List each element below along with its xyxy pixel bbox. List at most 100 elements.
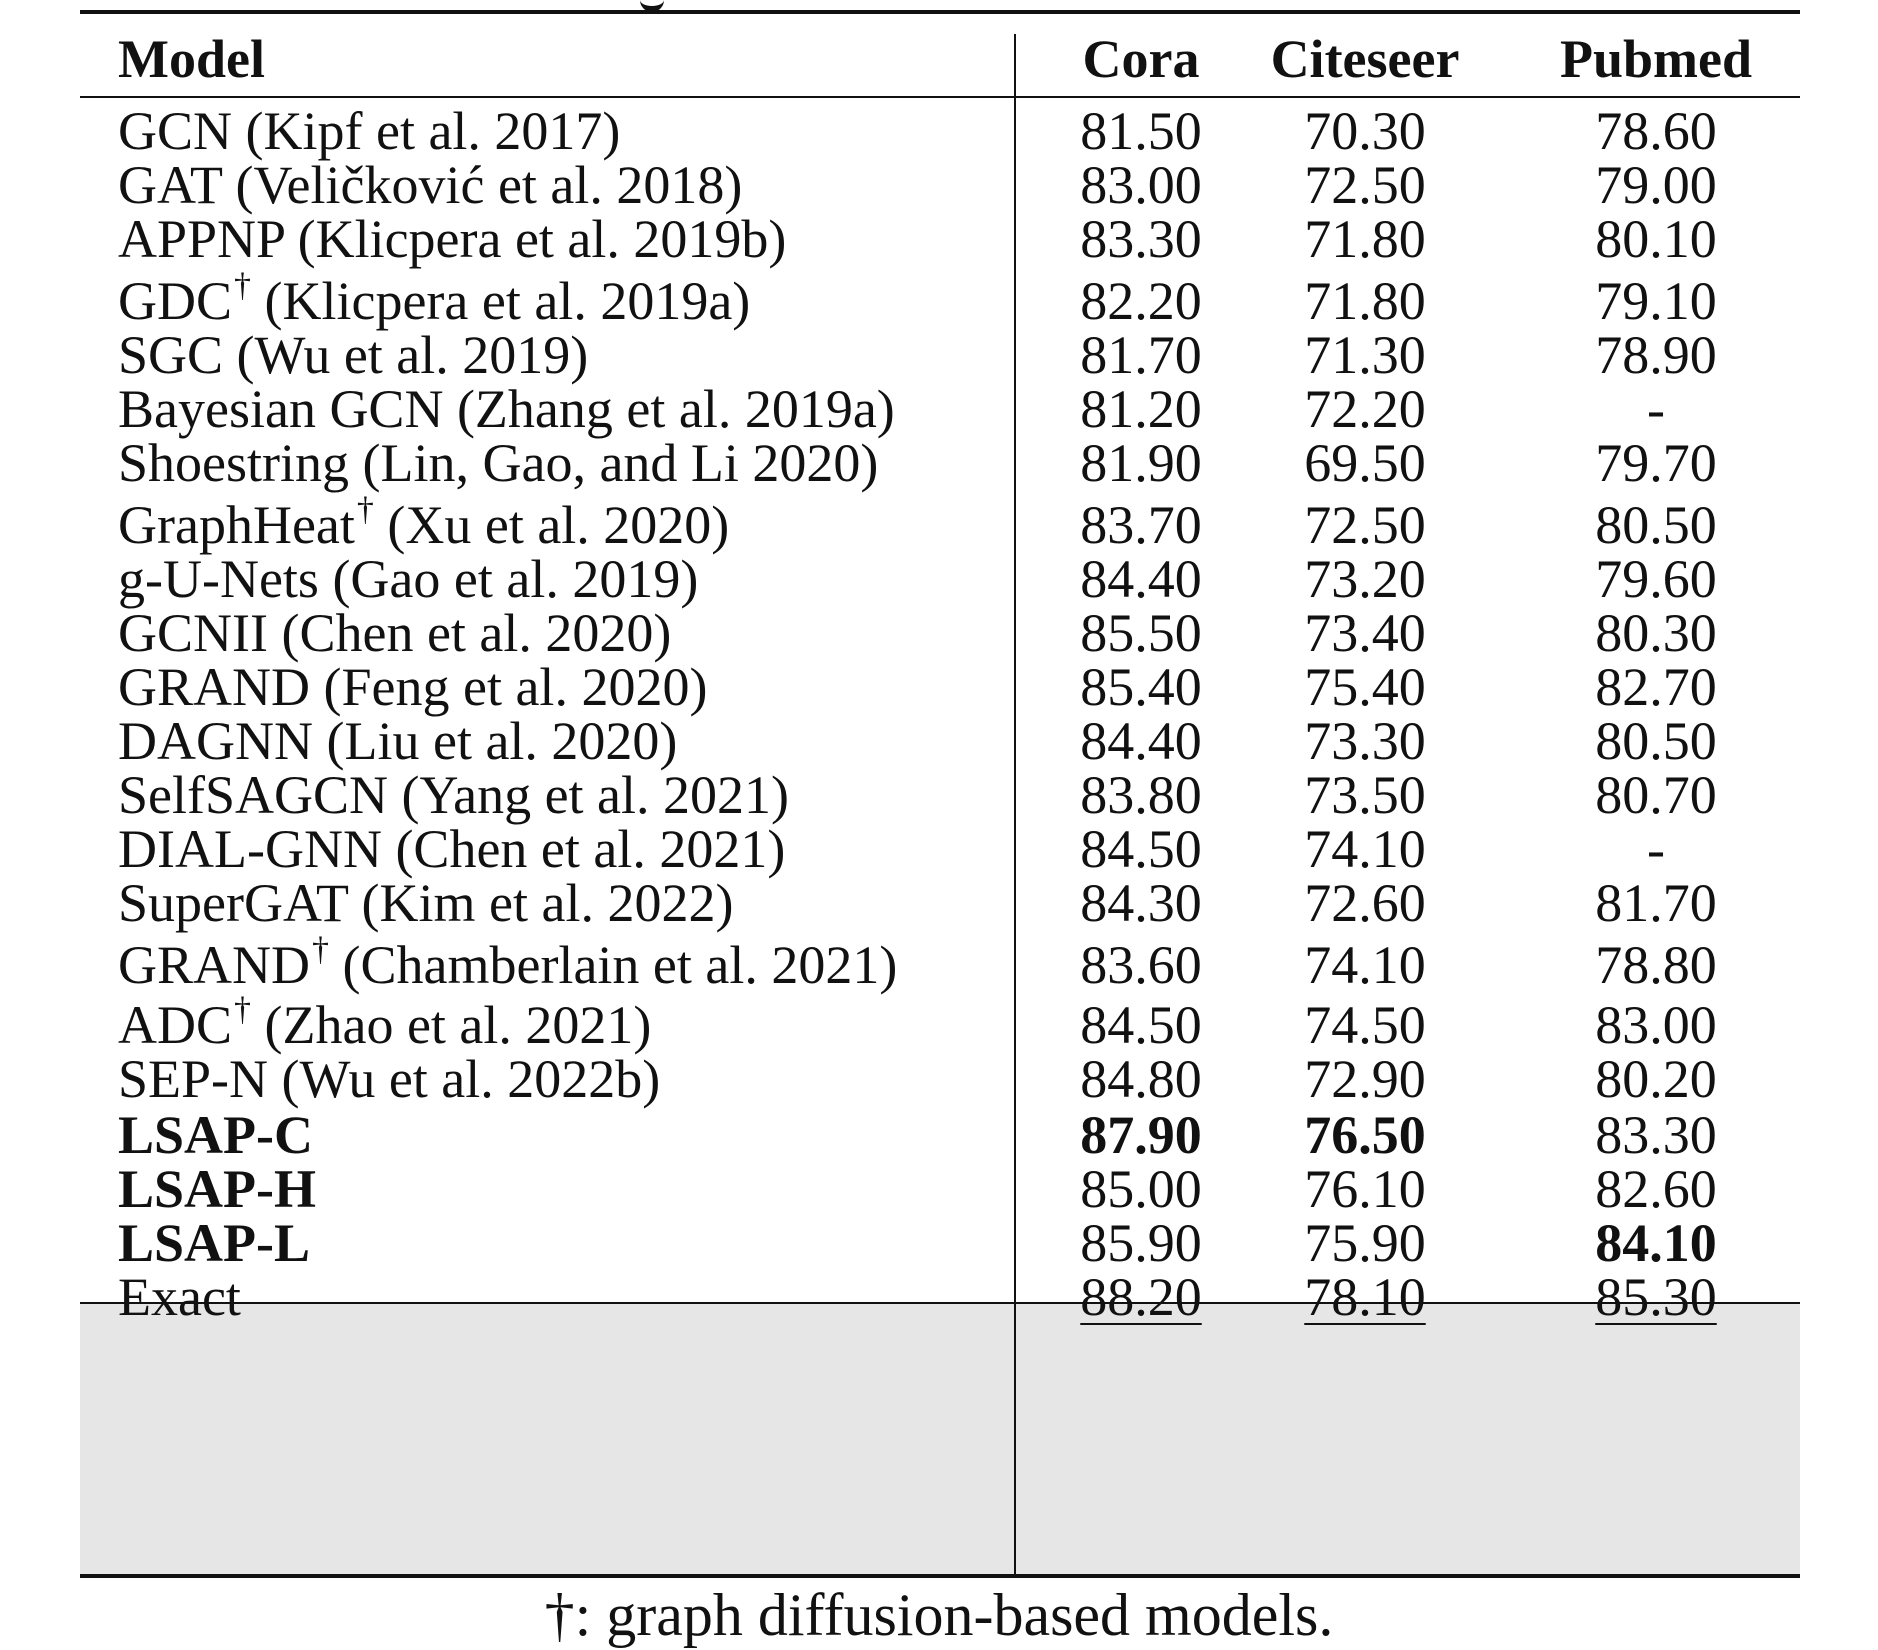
model-name: APPNP (118, 209, 285, 269)
model-name: g-U-Nets (118, 549, 319, 609)
cell-pubmed-value: 78.90 (1595, 325, 1717, 385)
model-name: GRAND (118, 935, 311, 995)
cell-cora-value: 84.50 (1080, 995, 1202, 1055)
model-name-cell: GAT (Veličković et al. 2018) (118, 154, 998, 216)
cell-cora-value: 81.20 (1080, 379, 1202, 439)
cell-pubmed-value: - (1647, 379, 1665, 439)
model-citation: (Chen et al. 2020) (267, 603, 672, 663)
model-name-cell: SelfSAGCN (Yang et al. 2021) (118, 764, 998, 826)
cell-cora: 84.80 (1042, 1048, 1240, 1110)
cell-pubmed-value: 82.70 (1595, 657, 1717, 717)
cell-citeseer-value: 76.50 (1304, 1105, 1426, 1165)
cell-cora: 85.40 (1042, 656, 1240, 718)
cell-citeseer-value: 72.20 (1304, 379, 1426, 439)
cell-citeseer: 71.30 (1260, 324, 1470, 386)
cell-cora: 84.50 (1042, 818, 1240, 880)
cell-pubmed-value: 84.10 (1595, 1213, 1717, 1273)
model-citation: (Zhang et al. 2019a) (443, 379, 895, 439)
bottom-rule (80, 1574, 1800, 1578)
cell-cora-value: 84.80 (1080, 1049, 1202, 1109)
cell-pubmed: 78.80 (1540, 934, 1772, 996)
model-name-cell: APPNP (Klicpera et al. 2019b) (118, 208, 998, 270)
cell-pubmed: 80.50 (1540, 710, 1772, 772)
cell-cora: 85.90 (1042, 1212, 1240, 1274)
model-citation: (Yang et al. 2021) (388, 765, 789, 825)
cell-citeseer: 72.90 (1260, 1048, 1470, 1110)
cell-cora: 84.40 (1042, 548, 1240, 610)
cell-citeseer-value: 76.10 (1304, 1159, 1426, 1219)
cell-pubmed: 79.10 (1540, 270, 1772, 332)
header-model: Model (118, 29, 265, 89)
model-name-cell: GRAND† (Chamberlain et al. 2021) (118, 931, 998, 996)
model-name-cell: SEP-N (Wu et al. 2022b) (118, 1048, 998, 1110)
cell-citeseer: 69.50 (1260, 432, 1470, 494)
cell-cora: 87.90 (1042, 1104, 1240, 1166)
cell-citeseer-value: 74.10 (1304, 935, 1426, 995)
model-citation: (Chamberlain et al. 2021) (329, 935, 898, 995)
cell-pubmed: 83.00 (1540, 994, 1772, 1056)
cell-citeseer-value: 69.50 (1304, 433, 1426, 493)
cell-citeseer: 73.30 (1260, 710, 1470, 772)
cell-pubmed-value: 83.30 (1595, 1105, 1717, 1165)
top-rule (80, 10, 1800, 14)
cell-cora: 83.80 (1042, 764, 1240, 826)
cell-cora: 83.70 (1042, 494, 1240, 556)
cell-citeseer-value: 75.40 (1304, 657, 1426, 717)
model-name: DIAL-GNN (118, 819, 382, 879)
cell-pubmed-value: 78.60 (1595, 101, 1717, 161)
cell-cora: 85.50 (1042, 602, 1240, 664)
cell-citeseer: 73.50 (1260, 764, 1470, 826)
model-name-cell: DAGNN (Liu et al. 2020) (118, 710, 998, 772)
cell-pubmed: 84.10 (1540, 1212, 1772, 1274)
cell-cora-value: 81.50 (1080, 101, 1202, 161)
cell-cora-value: 85.90 (1080, 1213, 1202, 1273)
cell-cora-value: 85.50 (1080, 603, 1202, 663)
model-name-cell: g-U-Nets (Gao et al. 2019) (118, 548, 998, 610)
model-name-cell: Bayesian GCN (Zhang et al. 2019a) (118, 378, 998, 440)
cell-citeseer: 71.80 (1260, 270, 1470, 332)
cell-cora: 83.30 (1042, 208, 1240, 270)
cell-pubmed: 82.70 (1540, 656, 1772, 718)
cell-citeseer-value: 72.60 (1304, 873, 1426, 933)
model-name: Exact (118, 1267, 241, 1327)
cell-pubmed-value: - (1647, 819, 1665, 879)
model-citation: (Kim et al. 2022) (348, 873, 734, 933)
cell-citeseer: 78.10 (1260, 1266, 1470, 1328)
cell-cora-value: 83.80 (1080, 765, 1202, 825)
model-name: GDC (118, 271, 233, 331)
cell-pubmed: 79.70 (1540, 432, 1772, 494)
model-name: LSAP-L (118, 1213, 311, 1273)
cell-pubmed: 79.60 (1540, 548, 1772, 610)
clipped-caption-remnant (80, 0, 1800, 10)
model-citation: (Chen et al. 2021) (381, 819, 786, 879)
cell-pubmed: 80.50 (1540, 494, 1772, 556)
group-separator-rule (80, 1302, 1800, 1304)
cell-citeseer: 73.20 (1260, 548, 1470, 610)
dagger-mark: † (234, 267, 252, 304)
cell-cora-value: 84.40 (1080, 549, 1202, 609)
model-name: LSAP-C (118, 1105, 314, 1165)
model-name-cell: Shoestring (Lin, Gao, and Li 2020) (118, 432, 998, 494)
model-citation: (Kipf et al. 2017) (232, 101, 621, 161)
cell-pubmed: 78.90 (1540, 324, 1772, 386)
model-name-cell: GCN (Kipf et al. 2017) (118, 100, 998, 162)
header-citeseer: Citeseer (1270, 29, 1460, 89)
model-citation: (Gao et al. 2019) (318, 549, 699, 609)
cell-pubmed-value: 79.00 (1595, 155, 1717, 215)
cell-cora-value: 84.40 (1080, 711, 1202, 771)
cell-pubmed-value: 85.30 (1595, 1267, 1717, 1327)
cell-cora-value: 88.20 (1080, 1267, 1202, 1327)
cell-pubmed: 80.30 (1540, 602, 1772, 664)
model-name-cell: LSAP-H (118, 1158, 998, 1220)
cell-cora: 88.20 (1042, 1266, 1240, 1328)
cell-cora: 81.50 (1042, 100, 1240, 162)
dagger-mark: † (312, 931, 330, 968)
model-name-cell: SuperGAT (Kim et al. 2022) (118, 872, 998, 934)
model-citation: (Zhao et al. 2021) (251, 995, 652, 1055)
cell-cora-value: 81.70 (1080, 325, 1202, 385)
model-name-cell: GRAND (Feng et al. 2020) (118, 656, 998, 718)
cell-pubmed: 80.10 (1540, 208, 1772, 270)
cell-citeseer: 76.50 (1260, 1104, 1470, 1166)
cell-citeseer: 74.50 (1260, 994, 1470, 1056)
model-name: Shoestring (118, 433, 350, 493)
